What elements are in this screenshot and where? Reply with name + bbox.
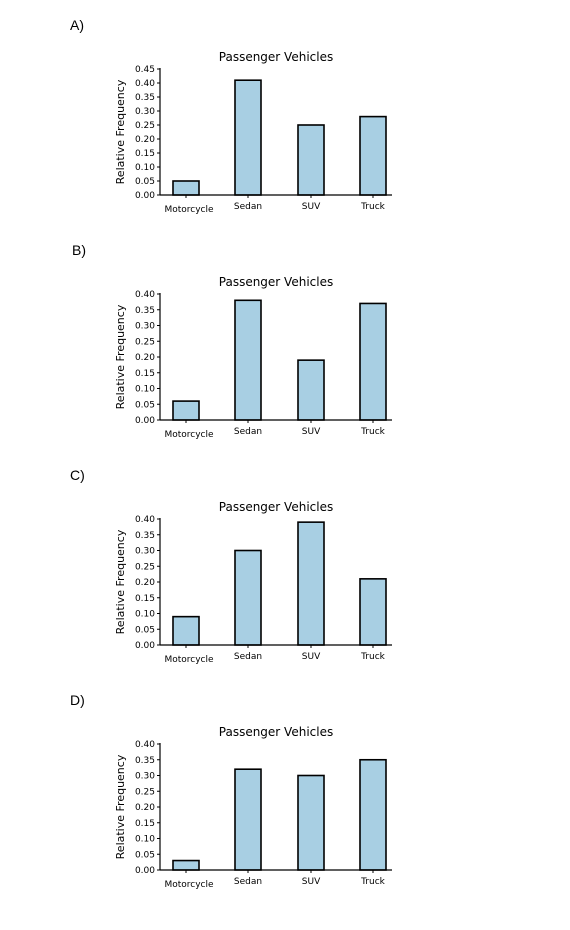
x-tick-label: Sedan: [234, 877, 262, 887]
bar-motorcycle: [172, 400, 200, 421]
x-tick-label: Sedan: [234, 427, 262, 437]
bar-truck: [359, 302, 387, 421]
option-label-c: C): [70, 467, 85, 483]
y-tick-label: 0.40: [135, 740, 155, 750]
bar-suv: [297, 359, 325, 421]
y-tick-label: 0.10: [135, 835, 155, 845]
x-tick-label: SUV: [302, 427, 321, 437]
y-tick-label: 0.20: [135, 578, 155, 588]
y-tick-label: 0.15: [135, 149, 155, 159]
y-axis-label: Relative Frequency: [114, 79, 127, 184]
chart-a: Passenger Vehicles Relative Frequency 0.00…: [114, 50, 392, 215]
y-tick-label: 0.35: [135, 756, 155, 766]
y-tick-label: 0.40: [135, 290, 155, 300]
x-tick-label: Motorcycle: [164, 655, 214, 665]
y-tick-label: 0.10: [135, 610, 155, 620]
y-tick-label: 0.10: [135, 385, 155, 395]
x-tick-label: Truck: [360, 427, 386, 437]
chart-c: Passenger Vehicles Relative Frequency 0.00…: [114, 500, 392, 665]
x-tick-label: SUV: [302, 202, 321, 212]
x-tick-label: Truck: [360, 652, 386, 662]
y-tick-label: 0.20: [135, 353, 155, 363]
y-tick-label: 0.30: [135, 547, 155, 557]
y-tick-label: 0.05: [135, 177, 155, 187]
y-tick-label: 0.15: [135, 594, 155, 604]
chart-title: Passenger Vehicles: [219, 725, 333, 739]
bar-suv: [297, 124, 325, 196]
y-tick-label: 0.15: [135, 369, 155, 379]
bar-sedan: [234, 79, 262, 196]
y-tick-label: 0.30: [135, 322, 155, 332]
bar-sedan: [234, 768, 262, 871]
y-tick-label: 0.30: [135, 107, 155, 117]
y-tick-label: 0.20: [135, 803, 155, 813]
y-tick-label: 0.15: [135, 819, 155, 829]
bar-truck: [359, 115, 387, 196]
y-tick-label: 0.40: [135, 79, 155, 89]
y-tick-label: 0.25: [135, 121, 155, 131]
y-tick-label: 0.10: [135, 163, 155, 173]
chart-title: Passenger Vehicles: [219, 500, 333, 514]
y-tick-label: 0.20: [135, 135, 155, 145]
y-tick-label: 0.00: [135, 641, 155, 651]
bar-truck: [359, 578, 387, 646]
y-tick-label: 0.00: [135, 866, 155, 876]
chart-title: Passenger Vehicles: [219, 50, 333, 64]
x-tick-label: Motorcycle: [164, 880, 214, 890]
y-tick-label: 0.05: [135, 625, 155, 635]
bar-motorcycle: [172, 859, 200, 871]
option-label-d: D): [70, 692, 85, 708]
y-axis-label: Relative Frequency: [114, 529, 127, 634]
bar-sedan: [234, 299, 262, 421]
x-tick-label: Motorcycle: [164, 430, 214, 440]
y-tick-label: 0.40: [135, 515, 155, 525]
x-tick-label: Truck: [360, 202, 386, 212]
y-tick-label: 0.25: [135, 337, 155, 347]
x-tick-label: Motorcycle: [164, 205, 214, 215]
option-label-b: B): [72, 242, 86, 258]
y-tick-label: 0.05: [135, 850, 155, 860]
y-tick-label: 0.35: [135, 306, 155, 316]
x-tick-label: Sedan: [234, 202, 262, 212]
x-tick-label: Truck: [360, 877, 386, 887]
y-axis-label: Relative Frequency: [114, 304, 127, 409]
bar-sedan: [234, 549, 262, 646]
y-tick-label: 0.25: [135, 562, 155, 572]
bar-truck: [359, 758, 387, 871]
option-label-a: A): [70, 17, 84, 33]
bar-suv: [297, 774, 325, 871]
bar-suv: [297, 521, 325, 646]
x-tick-label: Sedan: [234, 652, 262, 662]
y-tick-label: 0.05: [135, 400, 155, 410]
y-tick-label: 0.45: [135, 65, 155, 75]
x-tick-label: SUV: [302, 652, 321, 662]
bar-motorcycle: [172, 180, 200, 196]
y-tick-label: 0.30: [135, 772, 155, 782]
chart-b: Passenger Vehicles Relative Frequency 0.00…: [114, 275, 392, 440]
x-tick-label: SUV: [302, 877, 321, 887]
chart-title: Passenger Vehicles: [219, 275, 333, 289]
y-tick-label: 0.35: [135, 93, 155, 103]
y-tick-label: 0.35: [135, 531, 155, 541]
y-tick-label: 0.00: [135, 416, 155, 426]
chart-d: Passenger Vehicles Relative Frequency 0.00…: [114, 725, 392, 890]
y-tick-label: 0.00: [135, 191, 155, 201]
y-axis-label: Relative Frequency: [114, 754, 127, 859]
bar-motorcycle: [172, 615, 200, 646]
y-tick-label: 0.25: [135, 787, 155, 797]
